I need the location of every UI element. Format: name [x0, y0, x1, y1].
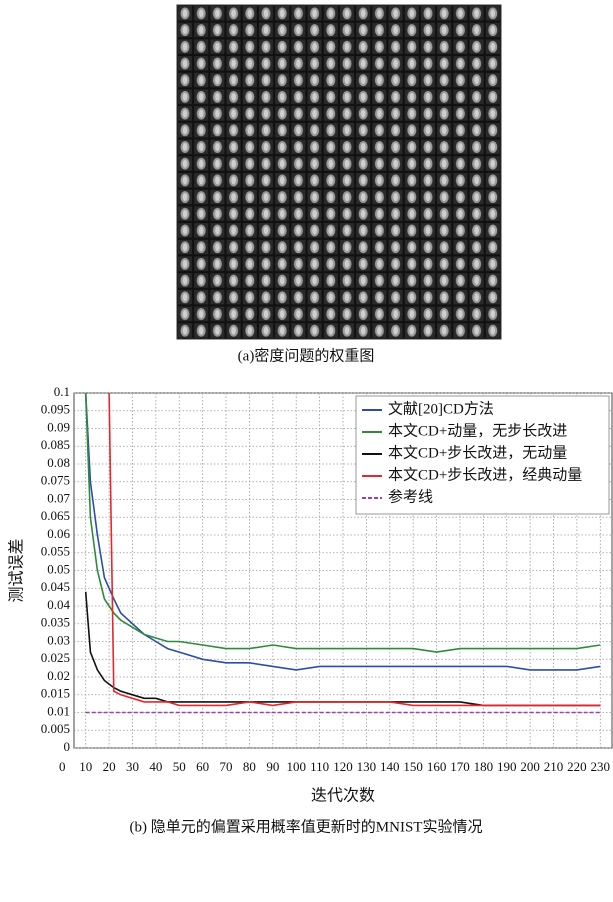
y-tick-label: 0.04	[47, 597, 70, 612]
x-tick-label: 190	[497, 759, 517, 774]
legend-label: 本文CD+步长改进，经典动量	[388, 466, 582, 483]
y-tick-label: 0.035	[41, 615, 70, 630]
x-tick-label: 230	[591, 759, 611, 774]
y-tick-label: 0.02	[47, 668, 70, 683]
y-tick-label: 0.01	[47, 703, 70, 718]
y-tick-label: 0.065	[41, 508, 70, 523]
x-tick-label: 140	[380, 759, 400, 774]
x-tick-label: 50	[173, 759, 186, 774]
y-tick-label: 0.07	[47, 490, 70, 505]
x-tick-label: 160	[427, 759, 447, 774]
page: (a)密度问题的权重图 0.10.0950.090.0850.080.0750.…	[0, 0, 613, 897]
y-tick-label: 0.075	[41, 473, 70, 488]
x-tick-label: 120	[333, 759, 353, 774]
x-axis-label: 迭代次数	[311, 787, 375, 805]
y-tick-label: 0.08	[47, 455, 70, 470]
y-axis-label: 测试误差	[8, 538, 26, 602]
y-tick-label: 0.1	[54, 384, 70, 399]
y-tick-label: 0.05	[47, 561, 70, 576]
y-tick-label: 0.095	[41, 402, 70, 417]
y-tick-label: 0.015	[41, 686, 70, 701]
x-tick-label: 110	[310, 759, 329, 774]
x-tick-label: 200	[520, 759, 540, 774]
chart: 0.1 0.095 0.09 0.085 0.08 0.075 0.07 0.065 0.06 0…	[8, 384, 612, 835]
x-tick-label: 220	[567, 759, 587, 774]
y-tick-label: 0.03	[47, 632, 70, 647]
weight-image	[177, 5, 501, 339]
x-tick-label: 170	[450, 759, 470, 774]
x-tick-label: 80	[243, 759, 256, 774]
x-tick-label: 100	[286, 759, 306, 774]
y-tick-label: 0	[64, 739, 71, 754]
legend-label: 文献[20]CD方法	[388, 400, 494, 417]
x-tick-label: 210	[544, 759, 564, 774]
x-tick-label: 0	[59, 759, 66, 774]
y-tick-label: 0.085	[41, 437, 70, 452]
y-tick-label: 0.005	[41, 721, 70, 736]
x-tick-label: 10	[79, 759, 92, 774]
legend-label: 本文CD+步长改进，无动量	[388, 444, 567, 461]
x-tick-label: 150	[403, 759, 423, 774]
x-tick-label: 180	[474, 759, 494, 774]
caption-b: (b) 隐单元的偏置采用概率值更新时的MNIST实验情况	[130, 818, 483, 835]
x-tick-label: 30	[126, 759, 139, 774]
y-tick-label: 0.045	[41, 579, 70, 594]
y-tick-label: 0.055	[41, 544, 70, 559]
caption-a: (a)密度问题的权重图	[238, 347, 375, 364]
y-tick-label: 0.09	[47, 419, 70, 434]
legend-label: 参考线	[388, 488, 433, 505]
x-tick-label: 40	[149, 759, 162, 774]
x-tick-label: 130	[357, 759, 377, 774]
legend-label: 本文CD+动量，无步长改进	[388, 422, 567, 439]
x-tick-label: 20	[103, 759, 116, 774]
y-tick-label: 0.025	[41, 650, 70, 665]
x-tick-label: 60	[196, 759, 209, 774]
x-tick-label: 90	[266, 759, 279, 774]
y-tick-label: 0.06	[47, 526, 70, 541]
x-tick-label: 70	[220, 759, 233, 774]
